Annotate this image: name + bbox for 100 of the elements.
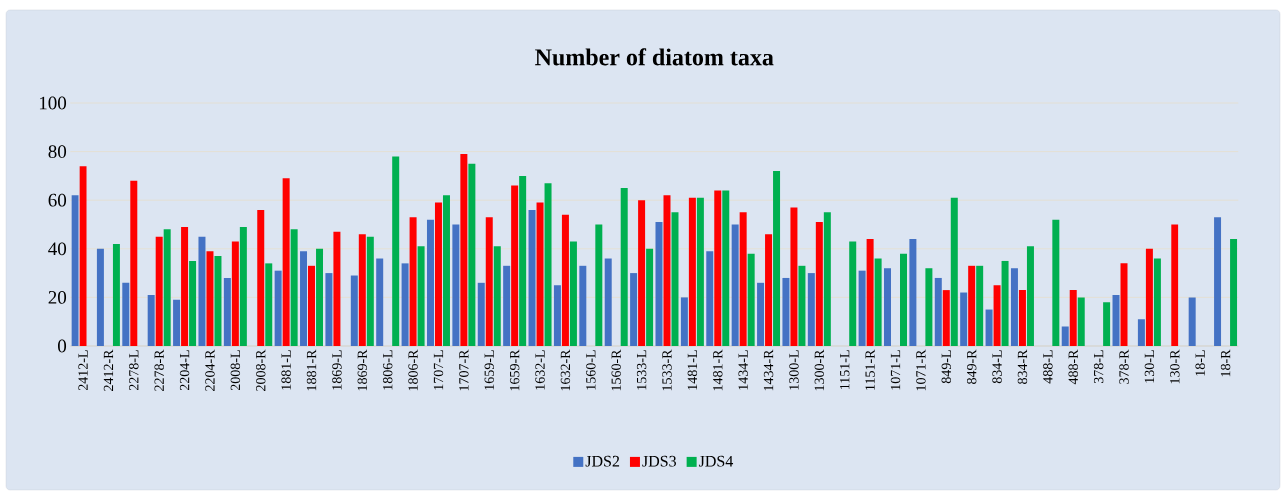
x-tick-label: 2204-L: [179, 350, 190, 391]
bar: [536, 202, 544, 346]
bar: [595, 224, 603, 346]
bar: [663, 195, 671, 346]
x-tick-label: 1869-R: [357, 349, 368, 391]
x-tick-label: 1632-R: [560, 349, 571, 391]
bar: [1077, 297, 1085, 346]
bar: [553, 285, 561, 346]
bar: [155, 236, 163, 346]
bar: [460, 154, 468, 346]
bar: [960, 292, 968, 346]
bar: [1145, 248, 1153, 346]
bar: [1061, 326, 1069, 346]
chart-title: Number of diatom taxa: [535, 48, 774, 66]
bar: [900, 253, 907, 346]
bar: [426, 219, 434, 346]
x-tick-label: 2412-L: [78, 350, 88, 391]
x-tick-label: 130-R: [1170, 349, 1180, 384]
bar: [274, 270, 282, 346]
bar: [1188, 297, 1196, 346]
bar: [874, 258, 882, 346]
bar: [942, 290, 950, 346]
bar: [1153, 258, 1161, 346]
x-tick-label: 1806-L: [382, 350, 393, 390]
bar: [71, 195, 79, 346]
x-tick-label: 1481-L: [687, 350, 698, 390]
x-tick-label: 2412-R: [103, 349, 114, 391]
bar: [122, 282, 130, 346]
bar: [993, 285, 1001, 346]
x-tick-label: 1071-L: [890, 350, 901, 390]
x-tick-label: 2278-R: [154, 349, 164, 391]
x-tick-label: 2204-R: [205, 349, 215, 391]
bar: [688, 197, 696, 346]
bar: [189, 260, 197, 346]
bar: [485, 217, 493, 346]
bar: [646, 248, 654, 346]
bar: [671, 212, 679, 346]
x-tick-label: 849-R: [966, 349, 977, 384]
bar: [308, 265, 316, 346]
bar: [1052, 219, 1060, 346]
bar: [96, 248, 104, 346]
x-tick-label: 1659-L: [484, 350, 494, 390]
bar: [569, 241, 577, 346]
bar: [934, 277, 942, 346]
x-tick-label: 130-L: [1144, 350, 1155, 383]
bar: [290, 229, 298, 346]
bar: [1120, 263, 1128, 346]
bar: [722, 190, 730, 346]
x-tick-label: 1707-R: [459, 349, 469, 391]
x-tick-label: 849-L: [941, 350, 952, 384]
bar: [884, 268, 891, 346]
bar: [300, 251, 308, 346]
x-tick-label: 834-L: [992, 350, 1002, 384]
x-tick-label: 2008-R: [256, 349, 266, 391]
bar: [968, 265, 976, 346]
bar: [985, 309, 993, 346]
bar: [528, 209, 536, 346]
bar: [282, 178, 290, 346]
x-tick-label: 1434-R: [763, 349, 774, 391]
x-tick-label: 488-L: [1043, 350, 1053, 384]
bar: [130, 180, 138, 346]
bar: [1230, 239, 1238, 346]
bar: [214, 256, 222, 346]
x-tick-label: 18-L: [1195, 350, 1205, 376]
x-tick-label: 488-R: [1068, 349, 1078, 385]
bar: [696, 197, 704, 346]
x-tick-label: 1533-L: [636, 350, 647, 390]
bar: [858, 270, 866, 346]
x-tick-label: 2278-L: [129, 350, 139, 391]
bar: [511, 185, 519, 346]
bar: [503, 265, 511, 346]
y-tick-label: 40: [48, 242, 67, 256]
x-tick-label: 2008-L: [230, 350, 241, 391]
bar: [909, 239, 917, 346]
bar: [655, 222, 663, 346]
bar: [468, 163, 476, 346]
bar: [706, 251, 714, 346]
x-tick-label: 1151-R: [865, 349, 875, 390]
x-tick-label: 18-R: [1220, 349, 1231, 377]
bar: [112, 243, 120, 346]
bar: [325, 273, 333, 346]
bar: [604, 258, 612, 346]
bar: [561, 214, 569, 346]
bar: [1026, 246, 1034, 346]
x-tick-label: 1300-L: [789, 350, 799, 390]
bar: [265, 263, 273, 346]
bar: [417, 246, 425, 346]
bar: [316, 248, 324, 346]
bar: [638, 200, 646, 346]
bar: [714, 190, 722, 346]
bar: [849, 241, 857, 346]
bar: [401, 263, 409, 346]
x-tick-label: 1869-L: [332, 350, 342, 390]
x-tick-label: 1481-R: [713, 349, 723, 391]
x-tick-label: 834-R: [1017, 349, 1028, 384]
x-tick-label: 378-L: [1093, 350, 1104, 384]
bar: [519, 175, 527, 346]
bar: [739, 212, 747, 346]
bar: [376, 258, 384, 346]
bar: [239, 226, 247, 346]
